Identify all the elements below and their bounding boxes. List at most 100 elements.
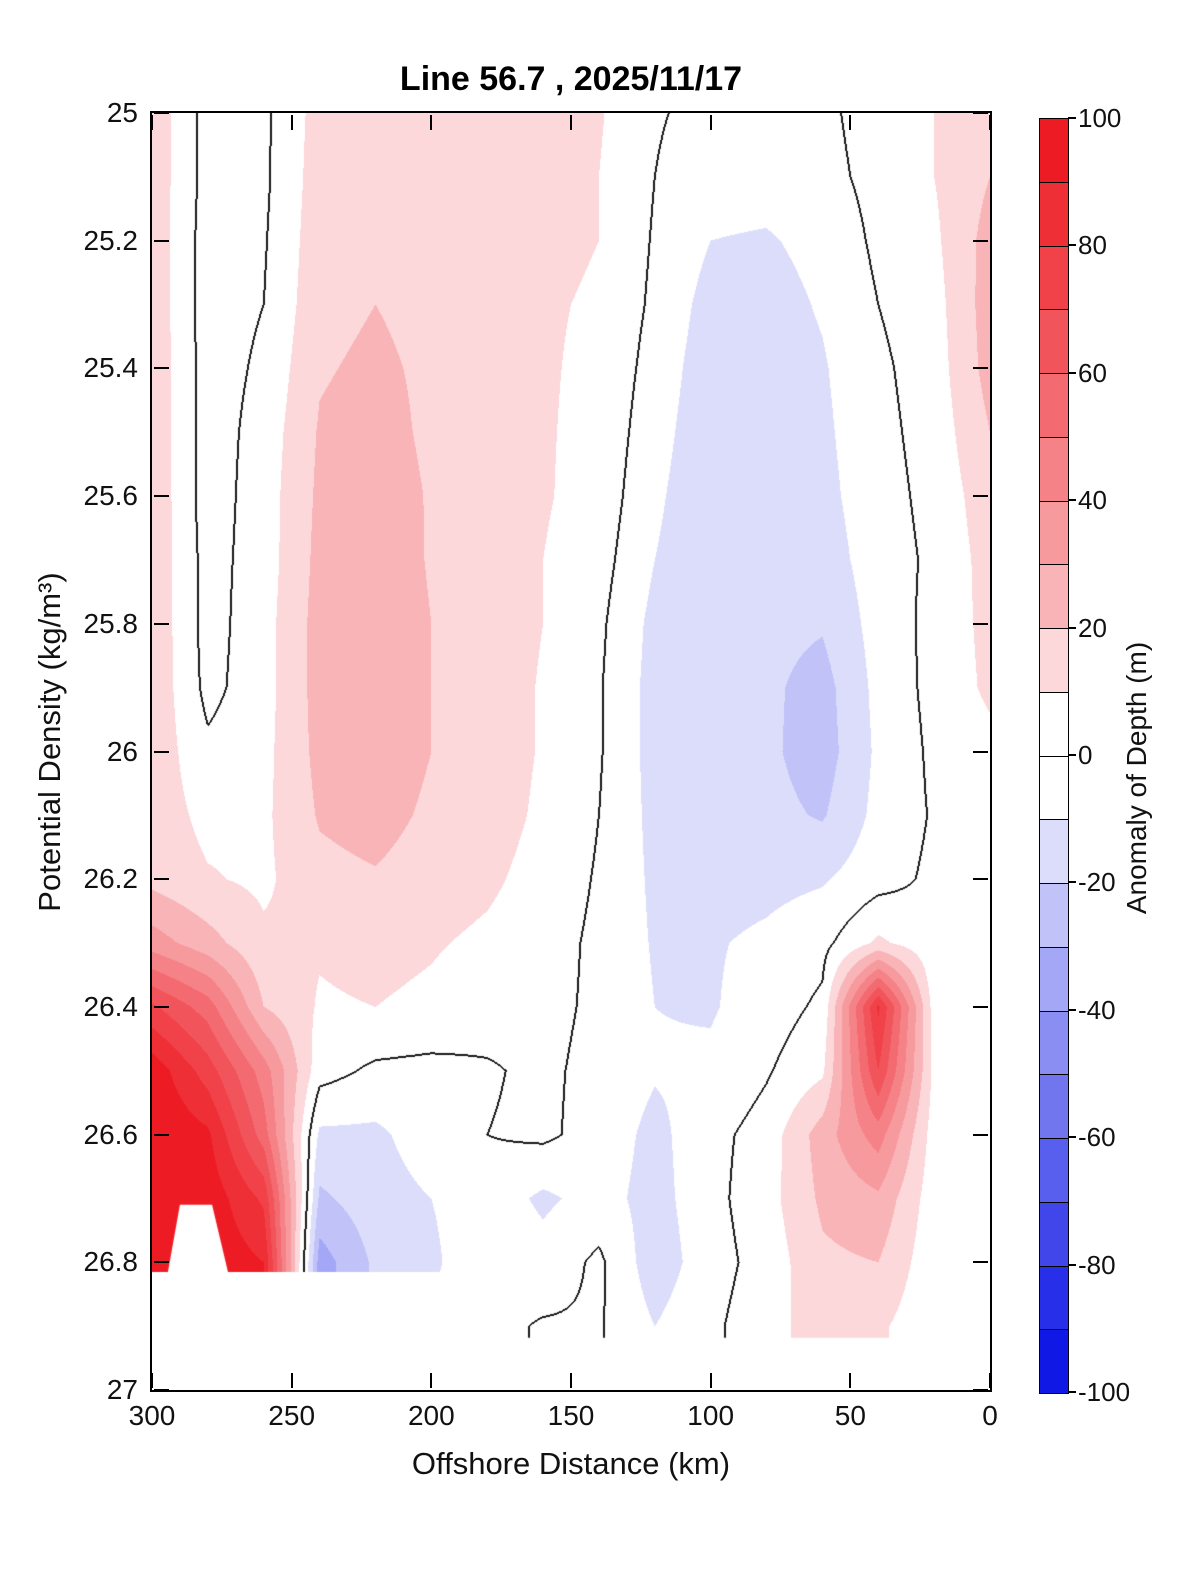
x-tick — [570, 1373, 572, 1388]
colorbar-tick-label: 60 — [1078, 357, 1107, 388]
x-tick — [430, 115, 433, 130]
y-tick-label: 26.2 — [83, 863, 139, 895]
colorbar-segment — [1040, 246, 1068, 311]
colorbar-segment — [1040, 565, 1068, 629]
x-tick-label: 100 — [687, 1400, 735, 1431]
colorbar-tick — [1068, 371, 1076, 374]
y-tick — [973, 1261, 988, 1264]
colorbar-segment — [1040, 182, 1068, 247]
colorbar-segment — [1040, 1011, 1068, 1076]
y-tick — [973, 750, 988, 753]
y-tick — [154, 1133, 169, 1136]
colorbar-segment — [1040, 1075, 1068, 1139]
x-tick-label: 200 — [407, 1400, 455, 1431]
colorbar-segment — [1040, 374, 1068, 438]
colorbar-segment — [1040, 1266, 1068, 1331]
x-tick — [989, 115, 991, 130]
y-tick-label: 25.6 — [83, 480, 139, 512]
y-tick — [973, 495, 988, 498]
y-tick-label: 27 — [106, 1374, 138, 1405]
colorbar-segment — [1040, 629, 1068, 693]
colorbar-segment — [1040, 1139, 1068, 1203]
x-tick — [849, 115, 852, 130]
colorbar-tick-label: 40 — [1078, 485, 1107, 516]
x-tick — [290, 1373, 293, 1388]
colorbar-tick-label: -80 — [1078, 1249, 1116, 1280]
colorbar-tick-label: -40 — [1078, 994, 1116, 1025]
y-tick-label: 25.8 — [83, 607, 139, 639]
x-tick — [989, 1373, 991, 1388]
colorbar-segment — [1040, 947, 1068, 1012]
y-tick — [154, 1005, 169, 1008]
colorbar-segment — [1040, 820, 1068, 884]
y-tick-label: 26 — [106, 735, 138, 767]
figure-title: Line 56.7 , 2025/11/17 — [399, 60, 743, 98]
contour-canvas — [152, 113, 990, 1390]
colorbar-label: Anomaly of Depth (m) — [1121, 641, 1152, 915]
y-tick — [154, 239, 169, 242]
colorbar-tick-label: 100 — [1078, 103, 1122, 133]
y-tick — [154, 622, 169, 625]
y-tick-label: 26.6 — [83, 1118, 139, 1150]
x-tick — [709, 115, 712, 130]
y-tick — [973, 878, 988, 881]
y-tick-label: 26.4 — [83, 990, 139, 1022]
colorbar-segment — [1040, 692, 1068, 757]
colorbar-segment — [1040, 756, 1068, 821]
plot-area — [150, 111, 992, 1392]
x-axis-label: Offshore Distance (km) — [411, 1446, 731, 1481]
y-tick — [973, 239, 988, 242]
x-tick-label: 0 — [982, 1400, 998, 1431]
colorbar-segment — [1040, 119, 1068, 183]
colorbar — [1039, 118, 1069, 1394]
y-tick — [154, 1389, 169, 1391]
y-tick — [973, 1389, 988, 1391]
x-tick — [430, 1373, 433, 1388]
colorbar-segment — [1040, 1330, 1068, 1393]
y-tick — [154, 112, 169, 114]
colorbar-tick — [1068, 244, 1076, 247]
colorbar-tick — [1068, 1008, 1076, 1011]
y-tick — [154, 750, 169, 753]
colorbar-segment — [1040, 1202, 1068, 1267]
colorbar-tick-label: -20 — [1078, 867, 1116, 898]
x-tick — [570, 115, 572, 130]
colorbar-tick-label: -60 — [1078, 1122, 1116, 1153]
x-tick-label: 150 — [547, 1400, 595, 1431]
x-tick — [709, 1373, 712, 1388]
colorbar-tick — [1068, 117, 1076, 119]
colorbar-segment — [1040, 501, 1068, 566]
y-tick — [973, 1133, 988, 1136]
y-tick-label: 25.4 — [83, 352, 139, 384]
colorbar-tick — [1068, 1391, 1076, 1393]
y-tick — [973, 367, 988, 370]
x-tick — [290, 115, 293, 130]
x-tick-label: 50 — [834, 1400, 866, 1431]
colorbar-tick — [1068, 499, 1076, 502]
y-tick — [154, 1261, 169, 1264]
x-tick-label: 300 — [128, 1400, 176, 1431]
y-tick — [154, 495, 169, 498]
x-tick-label: 250 — [268, 1400, 316, 1431]
colorbar-tick — [1068, 1136, 1076, 1139]
y-tick — [973, 1005, 988, 1008]
y-tick — [973, 112, 988, 114]
colorbar-tick-label: 80 — [1078, 230, 1107, 261]
x-tick — [151, 115, 153, 130]
colorbar-segment — [1040, 310, 1068, 374]
x-tick — [151, 1373, 153, 1388]
colorbar-tick — [1068, 626, 1076, 629]
y-tick — [154, 367, 169, 370]
y-tick-label: 25.2 — [83, 224, 139, 256]
y-tick-label: 25 — [106, 97, 138, 128]
colorbar-tick — [1068, 1263, 1076, 1266]
y-tick-label: 26.8 — [83, 1246, 139, 1278]
colorbar-tick — [1068, 881, 1076, 884]
colorbar-segment — [1040, 437, 1068, 502]
colorbar-segment — [1040, 884, 1068, 948]
colorbar-tick-label: -100 — [1078, 1377, 1131, 1407]
colorbar-tick-label: 0 — [1078, 740, 1093, 770]
y-tick — [973, 622, 988, 625]
y-tick — [154, 878, 169, 881]
